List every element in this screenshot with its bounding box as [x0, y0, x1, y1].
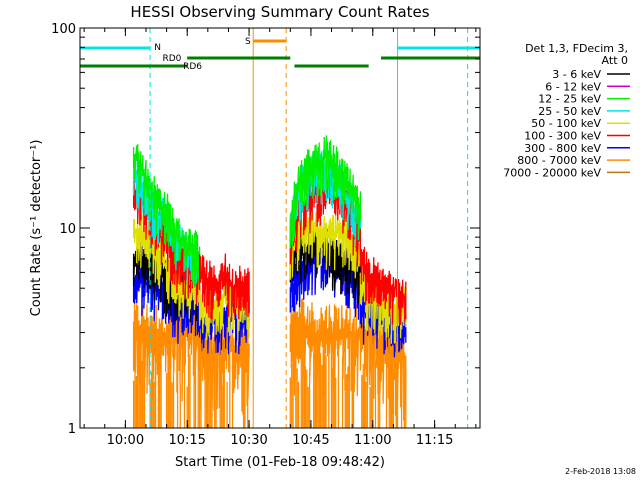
flag-label-n: N: [154, 43, 161, 53]
x-tick-label: 10:15: [168, 433, 205, 448]
legend-header-line: Det 1,3, FDecim 3,: [525, 42, 628, 55]
series-12-25-kev-segment-3: [289, 135, 362, 248]
legend-label-25-50-kev: 25 - 50 keV: [538, 105, 601, 118]
x-tick-label: 10:45: [292, 433, 329, 448]
series-100-300-kev-segment-4: [359, 242, 407, 325]
y-tick-label: 10: [59, 222, 76, 237]
series-800-7000-kev-dropouts-1: [132, 331, 201, 428]
legend-header-line: Att 0: [602, 54, 628, 67]
legend-label-7000-20000-kev: 7000 - 20000 keV: [503, 166, 601, 179]
y-axis-label: Count Rate (s⁻¹ detector⁻¹): [29, 140, 44, 317]
x-tick-label: 11:00: [354, 433, 391, 448]
series-800-7000-kev-dropouts-2: [200, 330, 249, 428]
x-tick-label: 10:00: [107, 433, 144, 448]
series-12-25-kev-segment-1: [132, 144, 201, 288]
legend-label-800-7000-kev: 800 - 7000 keV: [517, 154, 601, 167]
flag-label-s: S: [245, 37, 251, 47]
legend-label-3-6-kev: 3 - 6 keV: [552, 68, 601, 81]
flag-label-rd0: RD0: [162, 54, 181, 64]
x-axis-label: Start Time (01-Feb-18 09:48:42): [175, 455, 385, 470]
x-tick-label: 11:15: [416, 433, 453, 448]
legend-label-50-100-kev: 50 - 100 keV: [531, 117, 601, 130]
y-tick-label: 1: [68, 422, 76, 437]
series-100-300-kev-segment-2: [198, 253, 250, 321]
series-800-7000-kev-dropouts-4: [361, 330, 407, 428]
series-800-7000-kev-dropouts-3: [289, 332, 355, 428]
y-tick-label: 100: [51, 22, 76, 37]
series-800-7000-kev-segment-3: [289, 297, 362, 401]
axes-layer: 10:00 10:15 10:30 10:45 11:00 11:15 1 10 100: [51, 22, 480, 448]
series-layer: [132, 135, 407, 428]
legend-label-6-12-kev: 6 - 12 keV: [545, 80, 601, 93]
x-tick-label: 10:30: [230, 433, 267, 448]
legend-label-300-800-kev: 300 - 800 keV: [524, 142, 601, 155]
chart-title: HESSI Observing Summary Count Rates: [130, 3, 429, 21]
legend-label-100-300-kev: 100 - 300 keV: [524, 130, 601, 143]
footer-timestamp: 2-Feb-2018 13:08: [565, 467, 636, 476]
flag-label-rd6: RD6: [183, 62, 202, 72]
legend-label-12-25-kev: 12 - 25 keV: [538, 93, 601, 106]
